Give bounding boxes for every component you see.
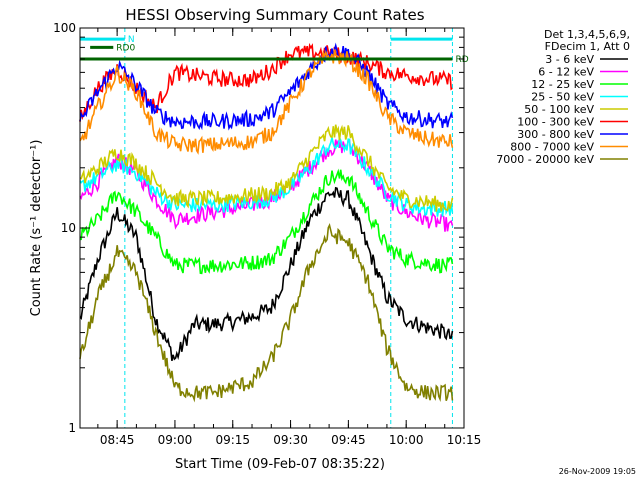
legend-label-1: 6 - 12 keV [538, 66, 594, 79]
series-line-8 [79, 222, 454, 403]
x-tick-label-6: 10:15 [447, 433, 482, 447]
series-0 [79, 186, 454, 361]
flag-2: RD [80, 55, 469, 65]
series-2 [79, 168, 454, 275]
x-tick-label-3: 09:30 [273, 433, 308, 447]
x-tick-label-1: 09:00 [158, 433, 193, 447]
x-tick-label-0: 08:45 [100, 433, 135, 447]
y-tick-label-1: 10 [61, 221, 76, 235]
legend-label-2: 12 - 25 keV [531, 78, 594, 91]
y-axis: 1 10 100 [53, 21, 464, 435]
series-7 [79, 49, 454, 155]
series-line-0 [79, 186, 454, 361]
legend-label-6: 300 - 800 keV [517, 128, 594, 141]
series-line-7 [79, 49, 454, 155]
x-tick-label-2: 09:15 [215, 433, 250, 447]
legend-label-8: 7000 - 20000 keV [496, 153, 594, 166]
x-axis-label: Start Time (09-Feb-07 08:35:22) [175, 457, 385, 472]
flag-label-2: RD [455, 55, 468, 65]
legend-label-5: 100 - 300 keV [517, 116, 594, 129]
y-axis-label: Count Rate (s⁻¹ detector⁻¹) [29, 140, 44, 317]
chart-title: HESSI Observing Summary Count Rates [125, 6, 424, 24]
flag-0: N [80, 35, 453, 45]
legend-label-7: 800 - 7000 keV [510, 141, 594, 154]
series-line-6 [79, 42, 454, 131]
series-line-3 [79, 134, 454, 217]
series-6 [79, 42, 454, 131]
footer-timestamp: 26-Nov-2009 19:05 [559, 467, 636, 476]
legend-header-1: FDecim 1, Att 0 [545, 40, 630, 53]
series-line-4 [79, 124, 454, 212]
x-tick-label-5: 10:00 [389, 433, 424, 447]
series-8 [79, 222, 454, 403]
flag-1: RD0 [90, 43, 135, 53]
legend: Det 1,3,4,5,6,9,FDecim 1, Att 03 - 6 keV… [496, 28, 630, 166]
series-4 [79, 124, 454, 212]
x-tick-label-4: 09:45 [331, 433, 366, 447]
y-tick-label-0: 1 [68, 421, 76, 435]
y-tick-label-2: 100 [53, 21, 76, 35]
series-3 [79, 134, 454, 217]
legend-header-0: Det 1,3,4,5,6,9, [544, 28, 630, 41]
x-axis: 08:45 09:00 09:15 09:30 09:45 10:00 10:15 [97, 28, 482, 447]
series-line-2 [79, 168, 454, 275]
legend-label-0: 3 - 6 keV [545, 53, 594, 66]
flag-label-0: N [128, 35, 135, 45]
legend-label-3: 25 - 50 keV [531, 91, 594, 104]
flag-label-1: RD0 [116, 43, 135, 53]
legend-label-4: 50 - 100 keV [524, 103, 594, 116]
